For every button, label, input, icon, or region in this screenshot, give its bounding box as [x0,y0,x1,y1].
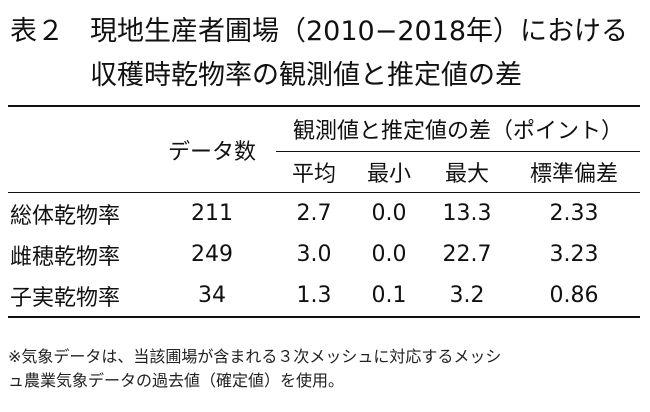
cell-min: 0.0 [371,201,407,226]
cell-max: 13.3 [442,201,492,226]
cell-min: 0.1 [352,275,426,318]
cell-sd: 0.86 [508,275,640,318]
row-label: 総体乾物率 [10,203,121,229]
cell-sd: 3.23 [549,242,599,267]
cell-mean: 1.3 [276,275,352,318]
header-max: 最大 [444,162,489,187]
table-title: 表２ 現地生産者圃場（2010−2018年）における 収穫時乾物率の観測値と推定値… [10,10,640,98]
table-row: 子実乾物率 34 1.3 0.1 3.2 0.86 [8,275,640,318]
cell-min: 0.0 [371,242,407,267]
table-row: 総体乾物率 211 2.7 0.0 13.3 2.33 [8,193,640,234]
header-sd: 標準偏差 [529,162,618,187]
cell-count: 211 [191,201,233,226]
cell-mean: 3.0 [296,242,332,267]
header-data-count: データ数 [167,139,256,165]
table-row: 雌穂乾物率 249 3.0 0.0 22.7 3.23 [8,234,640,275]
table-number: 表２ [10,16,64,47]
footnote-line-1: ※気象データは、当該圃場が含まれる３次メッシュに対応するメッシ [8,347,502,366]
cell-count: 34 [148,275,276,318]
title-line-2: 収穫時乾物率の観測値と推定値の差 [90,60,522,91]
table-footnote: ※気象データは、当該圃場が含まれる３次メッシュに対応するメッシ ュ農業気象データ… [8,345,644,393]
cell-sd: 2.33 [549,201,599,226]
cell-mean: 2.7 [296,201,332,226]
header-mean: 平均 [291,162,336,187]
header-row-2: 平均 最小 最大 標準偏差 [8,152,640,193]
row-label: 子実乾物率 [8,275,148,318]
title-text-1: 現地生産者圃場（2010−2018年）における [90,16,629,47]
data-table: データ数 観測値と推定値の差（ポイント） 平均 最小 最大 標準偏差 総体乾物率… [8,105,640,318]
cell-max: 3.2 [426,275,508,318]
footnote-line-2: ュ農業気象データの過去値（確定値）を使用。 [8,371,345,390]
header-difference-group: 観測値と推定値の差（ポイント） [276,107,640,152]
title-line-1: 表２ 現地生産者圃場（2010−2018年）における [10,10,640,54]
cell-count: 249 [191,242,233,267]
cell-max: 22.7 [442,242,492,267]
header-row-1: データ数 観測値と推定値の差（ポイント） [8,107,640,165]
row-label: 雌穂乾物率 [10,244,121,270]
header-min: 最小 [366,162,411,187]
